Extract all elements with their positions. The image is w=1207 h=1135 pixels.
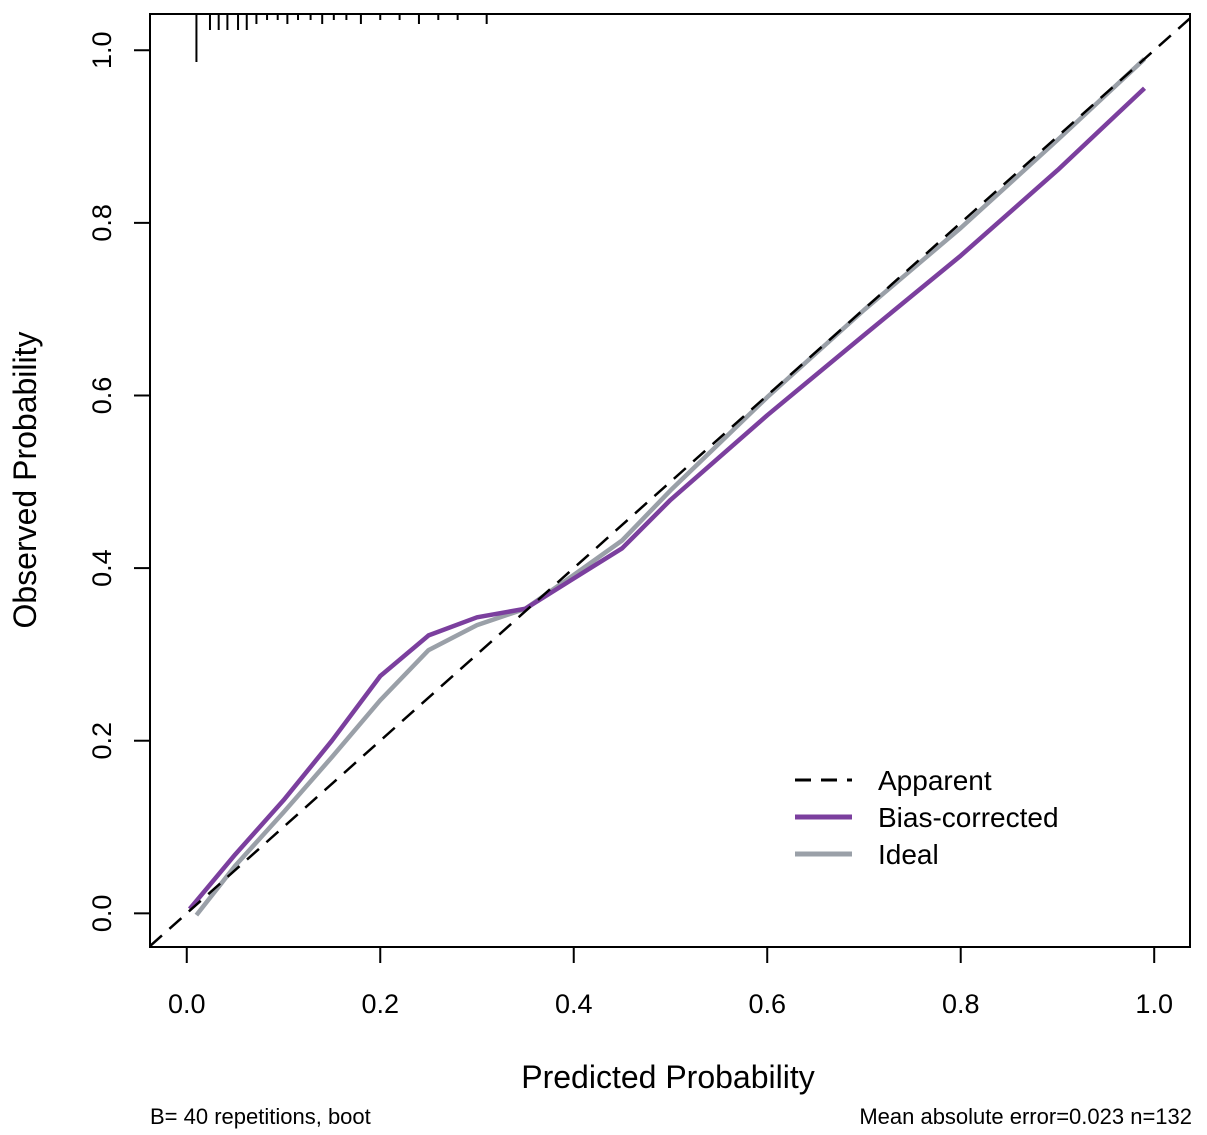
series-lines bbox=[150, 17, 1190, 947]
legend: Apparent Bias-corrected Ideal bbox=[795, 765, 1059, 870]
series-line-bias-corrected bbox=[187, 86, 1147, 911]
y-axis: 0.0 0.2 0.4 0.6 0.8 1.0 bbox=[87, 31, 151, 933]
x-tick-label: 0.6 bbox=[748, 989, 786, 1019]
legend-label: Bias-corrected bbox=[878, 802, 1059, 833]
series-line-ideal bbox=[194, 57, 1147, 917]
y-tick-label: 0.2 bbox=[87, 722, 117, 760]
y-tick-label: 0.8 bbox=[87, 204, 117, 242]
y-tick-label: 1.0 bbox=[87, 31, 117, 69]
x-tick-label: 0.2 bbox=[361, 989, 399, 1019]
x-tick-label: 0.0 bbox=[168, 989, 206, 1019]
x-tick-label: 1.0 bbox=[1135, 989, 1173, 1019]
rug-marks bbox=[195, 14, 488, 62]
legend-label: Ideal bbox=[878, 839, 939, 870]
footer-right: Mean absolute error=0.023 n=132 bbox=[859, 1104, 1192, 1129]
y-axis-title: Observed Probability bbox=[7, 331, 43, 628]
y-tick-label: 0.0 bbox=[87, 895, 117, 933]
x-tick-label: 0.4 bbox=[555, 989, 593, 1019]
y-tick-label: 0.6 bbox=[87, 377, 117, 415]
x-axis: 0.0 0.2 0.4 0.6 0.8 1.0 bbox=[168, 946, 1173, 1019]
x-axis-title: Predicted Probability bbox=[521, 1059, 814, 1095]
legend-label: Apparent bbox=[878, 765, 992, 796]
x-tick-label: 0.8 bbox=[942, 989, 980, 1019]
y-tick-label: 0.4 bbox=[87, 549, 117, 587]
footer-left: B= 40 repetitions, boot bbox=[150, 1104, 371, 1129]
